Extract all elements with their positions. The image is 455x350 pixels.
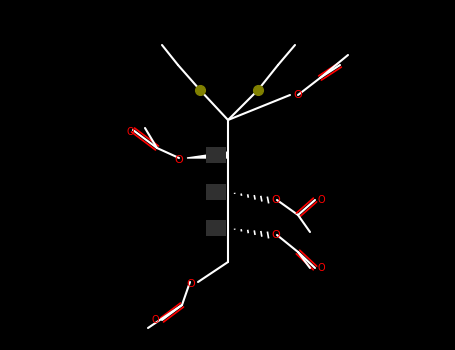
FancyBboxPatch shape bbox=[206, 220, 226, 236]
FancyBboxPatch shape bbox=[206, 147, 226, 163]
Text: O: O bbox=[186, 279, 195, 289]
Text: O: O bbox=[174, 155, 183, 165]
Text: O: O bbox=[271, 230, 280, 240]
FancyBboxPatch shape bbox=[206, 184, 226, 200]
Text: O: O bbox=[318, 263, 326, 273]
Text: O: O bbox=[318, 195, 326, 205]
Text: O: O bbox=[293, 90, 302, 100]
Text: O: O bbox=[126, 127, 134, 137]
Text: O: O bbox=[152, 315, 159, 325]
Text: O: O bbox=[271, 195, 280, 205]
Polygon shape bbox=[187, 152, 228, 158]
